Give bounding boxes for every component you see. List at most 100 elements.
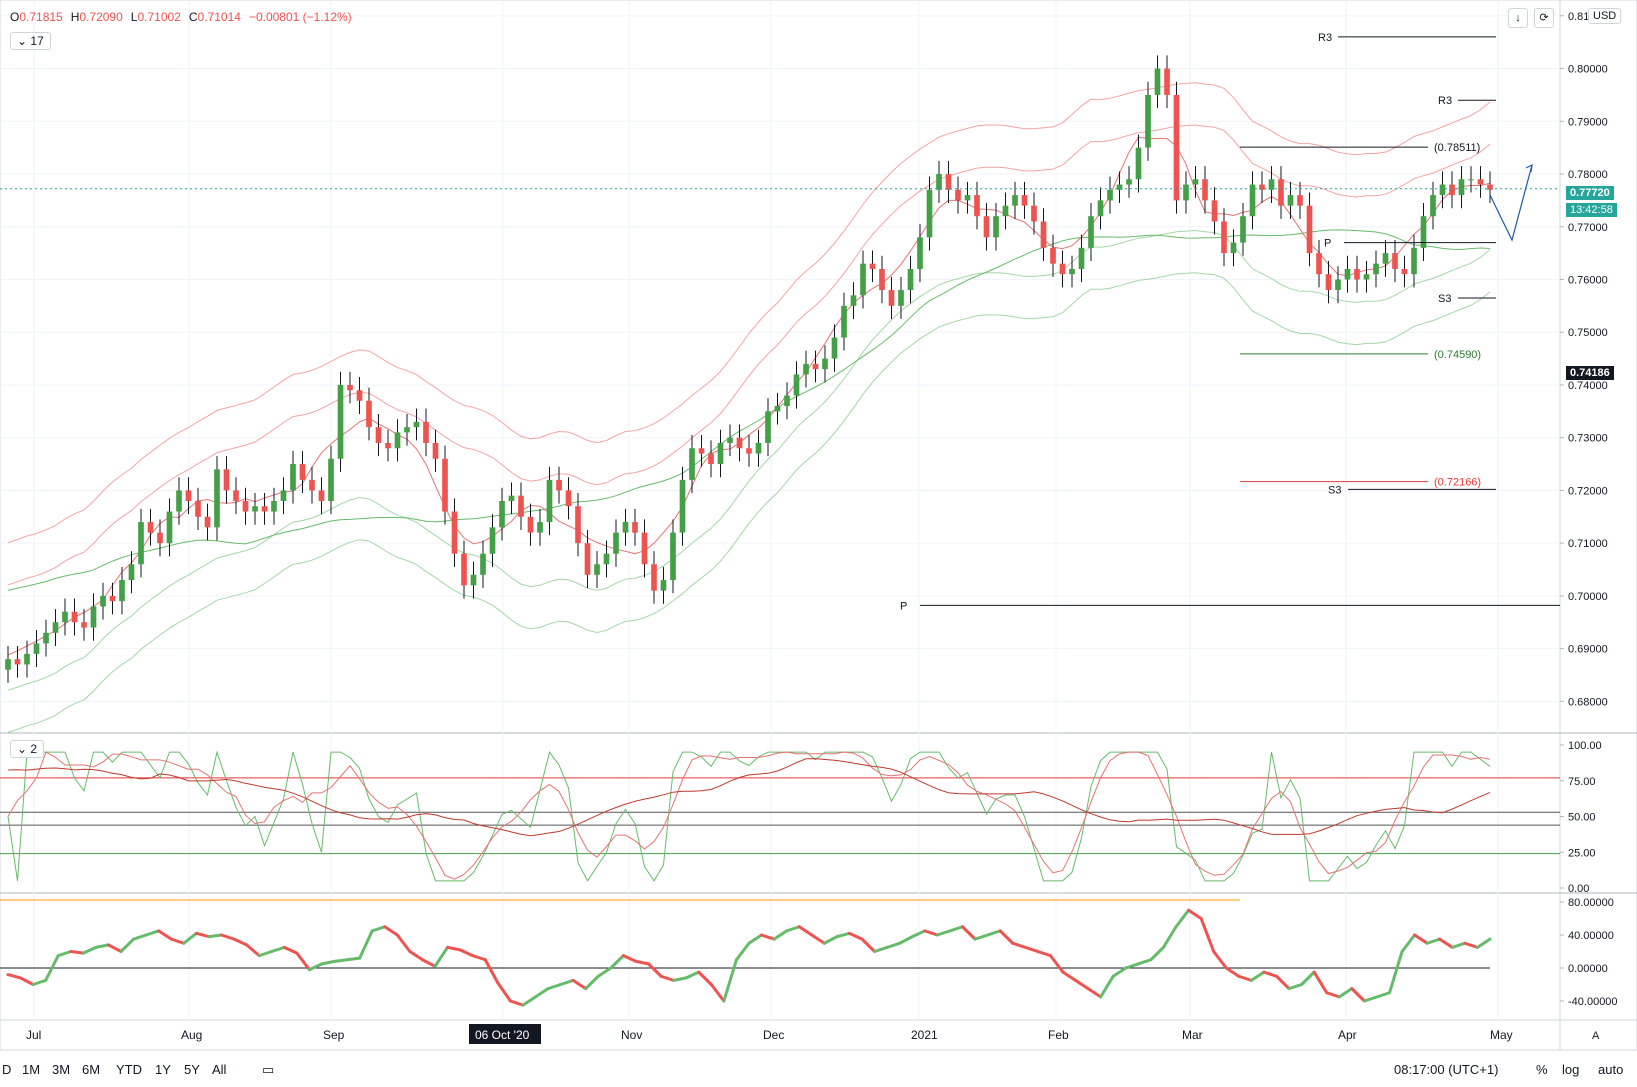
y-tick-label: 0.77000 (1568, 222, 1608, 234)
momentum-segment (144, 929, 161, 937)
momentum-segment (734, 941, 751, 962)
level-label: (0.72166) (1434, 477, 1481, 489)
calendar-range-icon[interactable]: ▭ (262, 1062, 275, 1077)
candle-body (1268, 179, 1275, 190)
candle-body (983, 216, 990, 238)
range-5y[interactable]: 5Y (184, 1062, 200, 1077)
momentum-segment (986, 929, 1002, 937)
timezone-clock[interactable]: 08:17:00 (UTC+1) (1394, 1062, 1499, 1077)
candle-body (755, 442, 762, 454)
candle-body (1012, 195, 1018, 206)
level-label: P (900, 600, 907, 612)
range-1y[interactable]: 1Y (155, 1062, 171, 1077)
momentum-segment (1161, 925, 1178, 949)
candle-body (356, 390, 363, 401)
momentum-segment (320, 959, 337, 966)
candle-body (432, 442, 439, 459)
range-all[interactable]: All (212, 1062, 227, 1077)
candle-body (1021, 195, 1028, 206)
candle-body (1430, 195, 1436, 217)
momentum-segment (1388, 950, 1404, 995)
momentum-segment (182, 931, 198, 945)
currency-button[interactable]: USD (1588, 8, 1622, 24)
candle-body (252, 506, 258, 512)
momentum-segment (1124, 962, 1140, 970)
level-label: S3 (1328, 484, 1341, 496)
momentum-segment (1023, 945, 1040, 953)
countdown-tag: 13:42:58 (1566, 203, 1617, 217)
candle-body (1344, 268, 1351, 280)
x-tick-label: Dec (763, 1028, 784, 1042)
momentum-segment (81, 945, 98, 955)
x-tick-label: Jul (26, 1028, 41, 1042)
candle-body (727, 437, 733, 443)
candle-body (242, 500, 249, 512)
candle-body (71, 611, 78, 623)
x-tick-label: May (1490, 1028, 1513, 1042)
candle-body (366, 400, 372, 428)
candle-body (784, 395, 790, 407)
candle-body (1135, 147, 1142, 180)
candle-body (299, 464, 306, 480)
candle-body (613, 532, 619, 554)
percent-toggle[interactable]: % (1536, 1062, 1548, 1077)
change-value: −0.00801 (−1.12%) (248, 10, 352, 24)
candle-body (280, 490, 287, 501)
range-ytd[interactable]: YTD (116, 1062, 142, 1077)
candle-body (632, 522, 638, 533)
candle-body (1116, 184, 1123, 190)
momentum-segment (94, 943, 110, 949)
candle-body (109, 595, 116, 602)
level-label: S3 (1438, 293, 1451, 305)
candle-body (736, 437, 743, 449)
main-indicator-badge[interactable]: ⌄ 17 (10, 32, 51, 50)
candle-body (1173, 94, 1180, 201)
candle-body (898, 290, 904, 306)
candle-body (5, 659, 11, 670)
candle-body (717, 442, 724, 465)
lower-band-inner (7, 229, 1491, 691)
momentum-segment (709, 983, 726, 1003)
candle-body (1097, 200, 1104, 217)
momentum-segment (1450, 941, 1467, 949)
momentum-segment (1174, 908, 1191, 929)
y-tick-label: 0.72000 (1568, 485, 1608, 497)
y-tick-label: 75.00 (1568, 776, 1596, 788)
momentum-segment (873, 945, 889, 953)
x-tick-label: Aug (181, 1028, 202, 1042)
momentum-segment (1350, 987, 1366, 1003)
momentum-segment (257, 950, 274, 958)
range-3m[interactable]: 3M (52, 1062, 71, 1077)
momentum-segment (1475, 937, 1492, 949)
range-d[interactable]: D (2, 1062, 12, 1077)
candle-body (955, 189, 961, 201)
candle-body (375, 427, 382, 443)
y-tick-label: 0.71000 (1568, 538, 1608, 550)
range-6m[interactable]: 6M (82, 1062, 101, 1077)
level-label: R3 (1318, 32, 1332, 44)
candle-body (81, 622, 87, 628)
momentum-segment (270, 945, 286, 953)
candle-body (850, 295, 857, 306)
candle-body (1278, 179, 1284, 206)
candle-body (1164, 68, 1170, 95)
momentum-segment (797, 925, 814, 937)
candle-body (1373, 263, 1379, 275)
candle-body (337, 384, 344, 459)
x-tick-label: 2021 (911, 1028, 938, 1042)
download-icon[interactable]: ↓ (1508, 8, 1528, 28)
refresh-icon[interactable]: ⟳ (1534, 8, 1554, 28)
momentum-segment (471, 954, 487, 962)
log-toggle[interactable]: log (1562, 1062, 1580, 1077)
candle-body (309, 479, 315, 491)
oscillator-badge[interactable]: ⌄ 2 (10, 740, 45, 758)
momentum-segment (760, 933, 776, 941)
momentum-segment (1224, 966, 1241, 978)
level-label: (0.74590) (1434, 349, 1481, 361)
auto-toggle[interactable]: auto (1598, 1062, 1624, 1077)
candle-body (1306, 205, 1313, 254)
candle-body (394, 432, 401, 449)
candle-body (1221, 221, 1227, 254)
range-1m[interactable]: 1M (22, 1062, 41, 1077)
